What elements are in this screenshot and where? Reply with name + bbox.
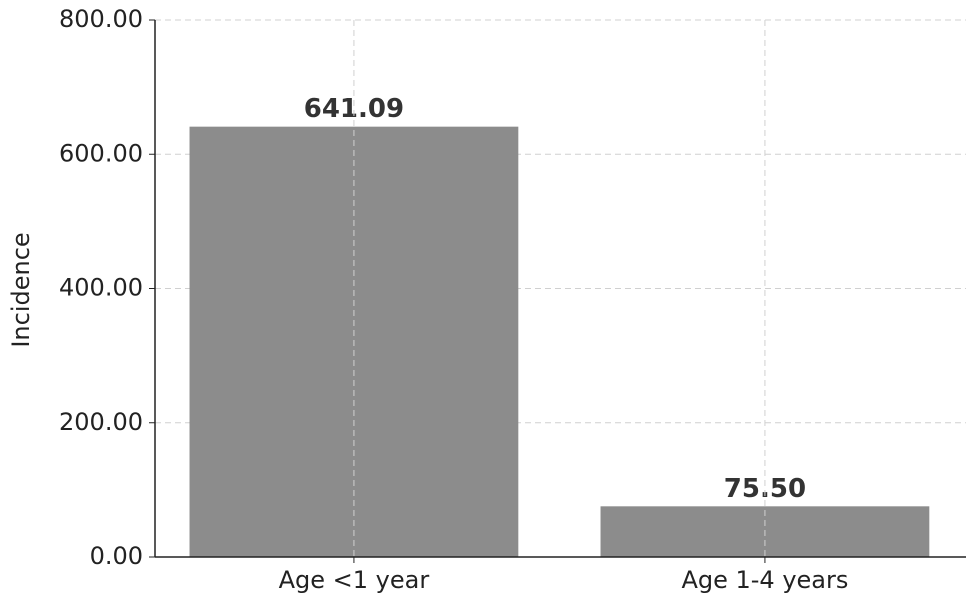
value-label: 641.09 bbox=[304, 94, 404, 124]
x-tick-label: Age <1 year bbox=[279, 566, 430, 594]
y-tick-label: 600.00 bbox=[59, 139, 143, 167]
y-tick-label: 200.00 bbox=[59, 408, 143, 436]
y-tick-label: 800.00 bbox=[59, 5, 143, 33]
y-tick-label: 400.00 bbox=[59, 274, 143, 302]
x-tick-label: Age 1-4 years bbox=[681, 566, 848, 594]
y-axis-label: Incidence bbox=[7, 232, 35, 347]
value-label: 75.50 bbox=[724, 474, 806, 504]
y-tick-label: 0.00 bbox=[90, 542, 143, 570]
